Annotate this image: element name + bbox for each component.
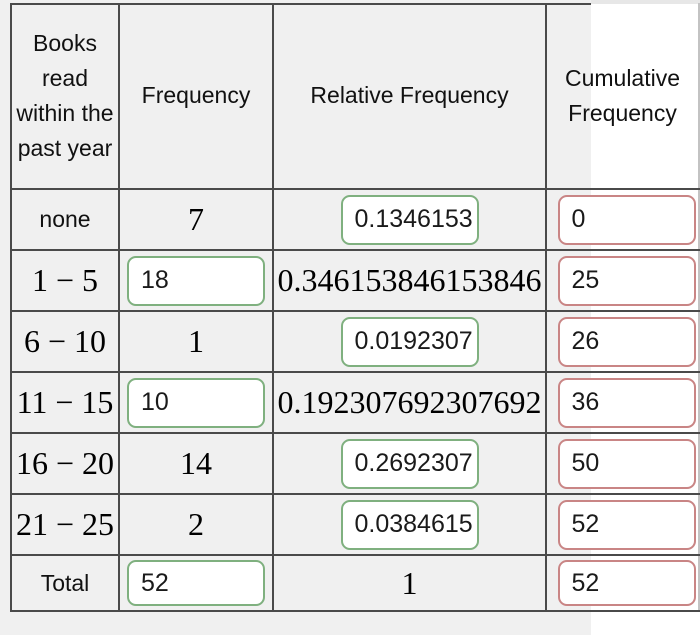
cumulative-frequency-input-6-10[interactable]: [557, 316, 696, 367]
frequency-cell-total: [118, 554, 274, 612]
header-row: Books read within the past year Frequenc…: [10, 3, 700, 190]
category-total: Total: [10, 554, 120, 612]
frequency-cell-11-15: [118, 371, 274, 434]
relative-frequency-input-none[interactable]: [340, 194, 479, 245]
relative-frequency-input-16-20[interactable]: [340, 438, 479, 489]
category-6-10: 6 − 10: [10, 310, 120, 373]
table-row-total: Total 1: [10, 554, 700, 612]
table-top-border: [10, 3, 591, 5]
relative-frequency-value-total: 1: [272, 554, 547, 612]
relative-frequency-cell-21-25: [272, 493, 547, 556]
table-row-21-25: 21 − 25 2: [10, 493, 700, 556]
header-relative-frequency: Relative Frequency: [272, 3, 547, 190]
frequency-input-total[interactable]: [127, 560, 265, 606]
relative-frequency-input-21-25[interactable]: [340, 499, 479, 550]
relative-frequency-cell-none: [272, 188, 547, 251]
category-11-15: 11 − 15: [10, 371, 120, 434]
table-row-11-15: 11 − 15 0.192307692307692: [10, 371, 700, 434]
frequency-cell-1-5: [118, 249, 274, 312]
cumulative-frequency-cell-1-5: [545, 249, 700, 312]
cumulative-frequency-input-1-5[interactable]: [557, 255, 696, 306]
header-cumulative-frequency: Cumulative Frequency: [545, 3, 700, 190]
frequency-input-11-15[interactable]: [127, 377, 265, 428]
cumulative-frequency-cell-21-25: [545, 493, 700, 556]
cumulative-frequency-cell-11-15: [545, 371, 700, 434]
category-16-20: 16 − 20: [10, 432, 120, 495]
cumulative-frequency-input-16-20[interactable]: [557, 438, 696, 489]
frequency-value-6-10: 1: [118, 310, 274, 373]
header-cumulative-frequency-label: Cumulative Frequency: [564, 64, 681, 126]
relative-frequency-value-11-15: 0.192307692307692: [272, 371, 547, 434]
cumulative-frequency-input-21-25[interactable]: [557, 499, 696, 550]
relative-frequency-cell-6-10: [272, 310, 547, 373]
header-frequency: Frequency: [118, 3, 274, 190]
frequency-input-1-5[interactable]: [127, 255, 265, 306]
relative-frequency-cell-16-20: [272, 432, 547, 495]
header-books-read: Books read within the past year: [10, 3, 120, 190]
top-edge-band: [591, 0, 700, 4]
cumulative-frequency-input-11-15[interactable]: [557, 377, 696, 428]
frequency-value-none: 7: [118, 188, 274, 251]
relative-frequency-value-1-5: 0.346153846153846: [272, 249, 547, 312]
cumulative-frequency-cell-16-20: [545, 432, 700, 495]
relative-frequency-input-6-10[interactable]: [340, 316, 479, 367]
cumulative-frequency-cell-6-10: [545, 310, 700, 373]
frequency-value-16-20: 14: [118, 432, 274, 495]
table-row-16-20: 16 − 20 14: [10, 432, 700, 495]
header-frequency-label: Frequency: [141, 82, 251, 108]
category-1-5: 1 − 5: [10, 249, 120, 312]
header-books-read-label: Books read within the past year: [16, 29, 114, 161]
header-relative-frequency-label: Relative Frequency: [310, 82, 509, 108]
cumulative-frequency-input-none[interactable]: [557, 194, 696, 245]
table-row-none: none 7: [10, 188, 700, 251]
frequency-value-21-25: 2: [118, 493, 274, 556]
category-21-25: 21 − 25: [10, 493, 120, 556]
books-frequency-table: Books read within the past year Frequenc…: [10, 3, 700, 612]
cumulative-frequency-cell-total: [545, 554, 700, 612]
cumulative-frequency-cell-none: [545, 188, 700, 251]
table-row-6-10: 6 − 10 1: [10, 310, 700, 373]
cumulative-frequency-input-total[interactable]: [557, 560, 696, 606]
table-row-1-5: 1 − 5 0.346153846153846: [10, 249, 700, 312]
category-none: none: [10, 188, 120, 251]
